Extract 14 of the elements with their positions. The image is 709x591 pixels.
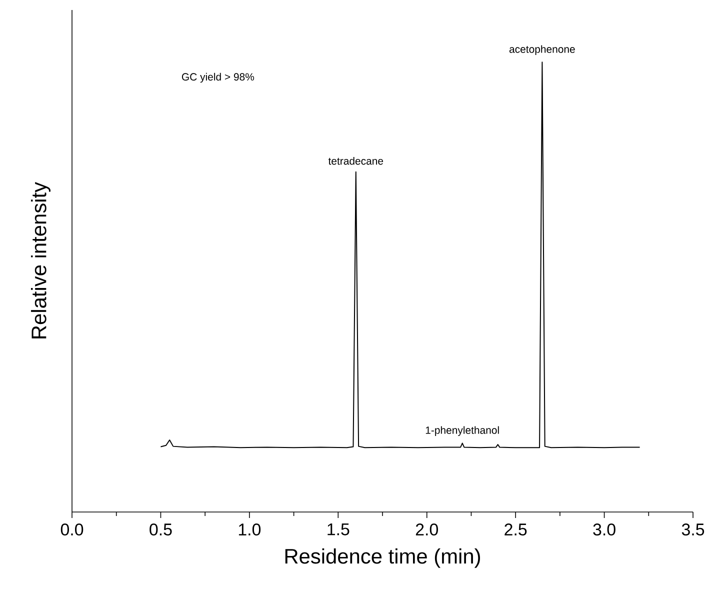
y-axis-title: Relative intensity — [30, 182, 50, 338]
x-tick-label: 3.5 — [682, 524, 704, 536]
x-tick-label: 1.0 — [238, 524, 261, 536]
x-tick-label: 3.0 — [593, 524, 616, 536]
x-tick-label: 2.5 — [504, 524, 527, 536]
x-axis-title: Residence time (min) — [285, 548, 480, 568]
x-tick-label: 1.5 — [328, 524, 350, 536]
annotation: 1-phenylethanol — [426, 426, 499, 436]
annotation: tetradecane — [328, 157, 384, 165]
x-tick-label: 2.0 — [416, 524, 438, 536]
x-tick-label: 0.5 — [150, 524, 172, 536]
x-tick-label: 0.0 — [60, 524, 84, 536]
annotation: acetophenone — [509, 45, 575, 55]
annotation: GC yield > 98% — [182, 72, 254, 83]
